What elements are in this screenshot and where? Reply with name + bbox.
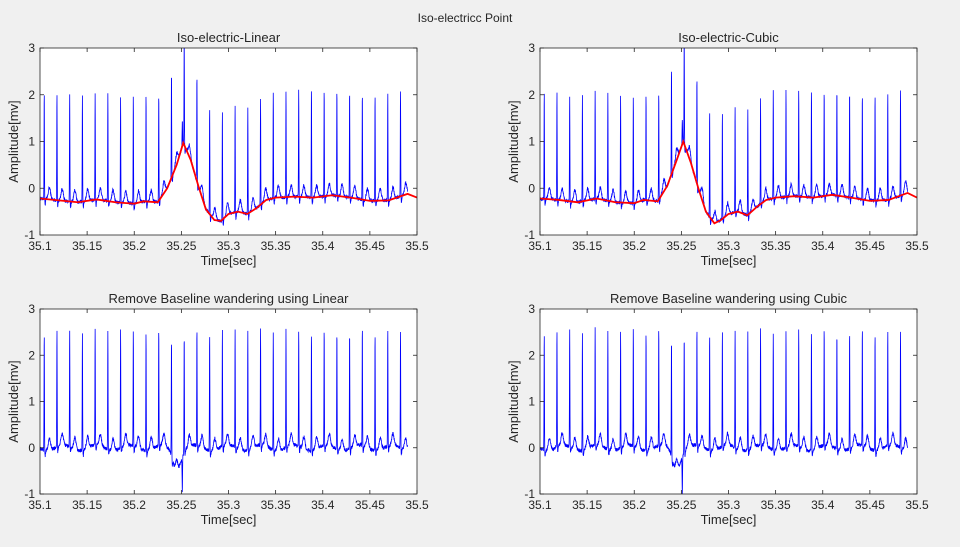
y-tick-label: 2 <box>28 348 35 362</box>
x-tick-label: 35.25 <box>666 239 696 253</box>
ecg-signal-line <box>40 328 408 493</box>
x-tick-label: 35.25 <box>166 239 196 253</box>
y-tick-label: 1 <box>28 135 35 149</box>
x-tick-label: 35.3 <box>217 498 241 512</box>
subplot-title: Remove Baseline wandering using Cubic <box>610 291 848 306</box>
x-tick-label: 35.35 <box>761 239 791 253</box>
x-tick-label: 35.15 <box>572 498 602 512</box>
x-axis-label: Time[sec] <box>701 512 757 527</box>
x-axis-label: Time[sec] <box>201 512 257 527</box>
y-axis-label: Amplitude[mv] <box>6 360 21 442</box>
subplot-1: 35.1 35.15 35.2 35.25 35.3 35.35 35.4 35.45 35.5… <box>6 30 429 268</box>
subplot-3: 35.1 35.15 35.2 35.25 35.3 35.35 35.4 35.45 35.5… <box>6 291 429 527</box>
x-tick-label: 35.25 <box>666 498 696 512</box>
y-tick-label: 1 <box>528 135 535 149</box>
y-tick-label: -1 <box>524 228 535 242</box>
y-tick-label: 3 <box>28 302 35 316</box>
y-tick-label: 3 <box>528 302 535 316</box>
x-tick-label: 35.4 <box>811 239 835 253</box>
x-tick-label: 35.3 <box>717 239 741 253</box>
x-tick-label: 35.25 <box>166 498 196 512</box>
x-tick-label: 35.2 <box>123 498 147 512</box>
x-tick-label: 35.45 <box>855 239 885 253</box>
y-tick-label: -1 <box>24 228 35 242</box>
baseline-series-line <box>540 138 917 225</box>
x-tick-label: 35.15 <box>72 498 102 512</box>
y-tick-label: 1 <box>28 395 35 409</box>
subplot-title: Iso-electric-Linear <box>177 30 281 45</box>
subplot-4: 35.1 35.15 35.2 35.25 35.3 35.35 35.4 35.45 35.5… <box>506 291 929 527</box>
y-tick-label: 0 <box>28 181 35 195</box>
x-axis-label: Time[sec] <box>201 253 257 268</box>
x-tick-label: 35.5 <box>905 239 929 253</box>
x-tick-label: 35.2 <box>123 239 147 253</box>
y-axis-label: Amplitude[mv] <box>506 360 521 442</box>
y-tick-label: 0 <box>528 441 535 455</box>
figure-title: Iso-electricc Point <box>418 11 513 25</box>
x-tick-label: 35.35 <box>261 498 291 512</box>
x-tick-label: 35.1 <box>28 239 52 253</box>
x-tick-label: 35.45 <box>855 498 885 512</box>
y-axis-label: Amplitude[mv] <box>506 100 521 182</box>
x-axis-label: Time[sec] <box>701 253 757 268</box>
x-tick-label: 35.2 <box>623 498 647 512</box>
y-axis-label: Amplitude[mv] <box>6 100 21 182</box>
subplot-title: Remove Baseline wandering using Linear <box>109 291 350 306</box>
baseline-series-line <box>40 140 417 222</box>
y-tick-label: 0 <box>28 441 35 455</box>
x-tick-label: 35.15 <box>572 239 602 253</box>
x-tick-label: 35.4 <box>311 239 335 253</box>
ecg-signal-line <box>540 327 908 494</box>
y-tick-label: 3 <box>528 41 535 55</box>
x-tick-label: 35.3 <box>717 498 741 512</box>
plot-area <box>540 48 917 235</box>
x-tick-label: 35.5 <box>405 498 429 512</box>
y-tick-label: 2 <box>528 88 535 102</box>
x-tick-label: 35.35 <box>761 498 791 512</box>
y-tick-label: 2 <box>28 88 35 102</box>
plot-area <box>540 309 917 494</box>
subplot-2: 35.1 35.15 35.2 35.25 35.3 35.35 35.4 35.45 35.5… <box>506 30 929 268</box>
x-tick-label: 35.45 <box>355 239 385 253</box>
y-tick-label: 2 <box>528 348 535 362</box>
x-tick-label: 35.3 <box>217 239 241 253</box>
x-tick-label: 35.4 <box>811 498 835 512</box>
subplot-title: Iso-electric-Cubic <box>678 30 779 45</box>
x-tick-label: 35.5 <box>405 239 429 253</box>
x-tick-label: 35.1 <box>528 239 552 253</box>
y-tick-label: 1 <box>528 395 535 409</box>
y-tick-label: 3 <box>28 41 35 55</box>
x-tick-label: 35.35 <box>261 239 291 253</box>
charts-container: 35.1 35.15 35.2 35.25 35.3 35.35 35.4 35.45 35.5… <box>6 30 929 527</box>
x-tick-label: 35.15 <box>72 239 102 253</box>
y-tick-label: -1 <box>24 487 35 501</box>
x-tick-label: 35.5 <box>905 498 929 512</box>
x-tick-label: 35.1 <box>28 498 52 512</box>
y-tick-label: 0 <box>528 181 535 195</box>
y-tick-label: -1 <box>524 487 535 501</box>
x-tick-label: 35.4 <box>311 498 335 512</box>
x-tick-label: 35.1 <box>528 498 552 512</box>
x-tick-label: 35.2 <box>623 239 647 253</box>
x-tick-label: 35.45 <box>355 498 385 512</box>
plot-area <box>40 309 417 494</box>
